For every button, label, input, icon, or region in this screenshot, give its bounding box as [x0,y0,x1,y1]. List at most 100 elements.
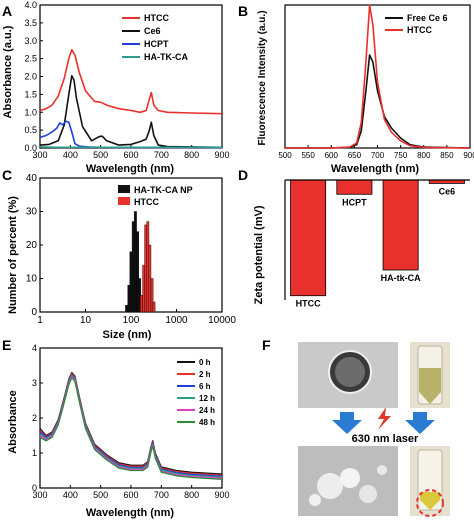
histogram-bar [125,305,128,313]
panel-a-chart: 300 400 500 600 700 800 900 0.0 0.5 1.0 1.5 2.0 2.5 3… [24,0,229,160]
panel-c-chart: 1 10 100 1000 10000 0 10 20 30 40 HA-TK-CA NP HTCC [26,173,236,326]
x-tick-label: 700 [154,150,169,160]
legend-label: 12 h [199,394,215,403]
y-tick-label: 1 [32,448,37,458]
panel-c-xlabel: Size (nm) [103,329,152,341]
x-tick-label: 650 [348,151,362,160]
aggregate-3 [359,485,377,503]
legend-label: HTCC [134,197,159,207]
laser-label: 630 nm laser [352,433,419,445]
nanoparticle-top-texture [335,357,365,387]
arrow-down-right-icon [405,412,435,434]
y-tick-label: 2.5 [24,54,37,64]
legend-label: 6 h [199,382,211,391]
aggregate-5 [377,465,387,475]
x-tick-label: 500 [93,150,108,160]
panel-a-ylabel: Absorbance (a.u.) [2,25,14,118]
y-tick-label: 0 [31,307,37,318]
y-tick-label: 20 [26,240,38,251]
bar-label: HA-tk-CA [381,273,421,283]
x-tick-label: 800 [417,151,431,160]
y-tick-label: 4.0 [24,0,37,10]
zeta-bar [382,179,419,271]
plot-frame [39,4,223,149]
panel-d-chart: HTCC HCPT HA-tk-CA Ce6 [284,179,470,309]
legend-swatch [118,185,130,193]
x-tick-label: 900 [463,151,474,160]
x-tick-label: 300 [32,150,47,160]
legend-label: HCPT [144,39,169,49]
bar-label: HTCC [296,299,321,309]
y-tick-label: 1.5 [24,89,37,99]
legend-label: 0 h [199,358,211,367]
x-tick-label: 400 [63,490,78,500]
panel-letter-a: A [2,3,12,19]
histogram-bar [140,295,143,313]
x-tick-label: 600 [123,150,138,160]
precipitate-highlight [416,489,444,517]
y-tick-label: 0.5 [24,125,37,135]
zeta-bar [336,179,373,195]
series-line [39,377,223,480]
y-tick-label: 10 [26,274,38,285]
x-tick-label: 900 [214,150,229,160]
y-tick-label: 40 [26,173,38,184]
series-line [285,54,471,149]
x-tick-label: 100 [123,315,140,326]
legend-label: 48 h [199,418,215,427]
x-tick-label: 10000 [208,315,236,326]
panel-b-xlabel: Wavelength (nm) [331,163,420,175]
y-tick-label: 2.0 [24,72,37,82]
legend-label: HA-TK-CA [144,52,188,62]
panel-letter-f: F [262,337,271,353]
zeta-bar [290,179,327,297]
panel-a-xlabel: Wavelength (nm) [86,163,175,175]
x-tick-label: 300 [32,490,47,500]
x-tick-label: 800 [184,150,199,160]
y-tick-label: 0 [32,483,37,493]
x-tick-label: 500 [278,151,292,160]
histogram-bar [150,278,154,313]
panel-c-ylabel: Number of percent (%) [7,196,19,314]
legend-label: 24 h [199,406,215,415]
x-tick-label: 600 [123,490,138,500]
series-line [285,4,471,149]
panel-b-chart: 500 550 600 650 700 750 800 850 900 Free Ce 6 HTCC [278,4,474,160]
panel-e-xlabel: Wavelength (nm) [86,507,175,519]
panel-letter-e: E [2,337,11,353]
x-tick-label: 500 [93,490,108,500]
x-tick-label: 700 [371,151,385,160]
x-tick-label: 10 [80,315,92,326]
histogram-bar [134,211,137,313]
x-tick-label: 600 [325,151,339,160]
bar-label: HCPT [342,197,367,207]
panel-letter-d: D [238,167,248,183]
legend-label: Ce6 [144,26,161,36]
legend-label: 2 h [199,370,211,379]
panel-e-chart: 300 400 500 600 700 800 900 0 1 2 3 4 0 h 2 h 6 h 12 h 2… [32,343,230,500]
panel-d-ylabel: Zeta potential (mV) [253,205,265,304]
y-tick-label: 2 [32,413,37,423]
histogram-bar [136,231,140,313]
y-tick-label: 1.0 [24,107,37,117]
x-tick-label: 900 [214,490,229,500]
y-tick-label: 3.5 [24,18,37,28]
panel-b-ylabel: Fluorescence Intensity (a.u.) [257,10,268,145]
series-line [39,48,223,115]
x-tick-label: 800 [184,490,199,500]
aggregate-1 [317,473,343,499]
histogram-bar [144,224,147,313]
x-tick-label: 700 [154,490,169,500]
histogram-bar [148,244,152,313]
panel-f: 630 nm laser [298,342,450,517]
legend-label: HTCC [144,13,169,23]
histogram-bar [152,301,156,313]
y-tick-label: 4 [32,343,37,353]
vial-bottom-liquid [420,492,440,510]
y-tick-label: 3 [32,378,37,388]
aggregate-2 [340,468,360,488]
legend-label: HTCC [407,25,432,35]
x-tick-label: 850 [440,151,454,160]
bar-label: Ce6 [439,186,456,196]
